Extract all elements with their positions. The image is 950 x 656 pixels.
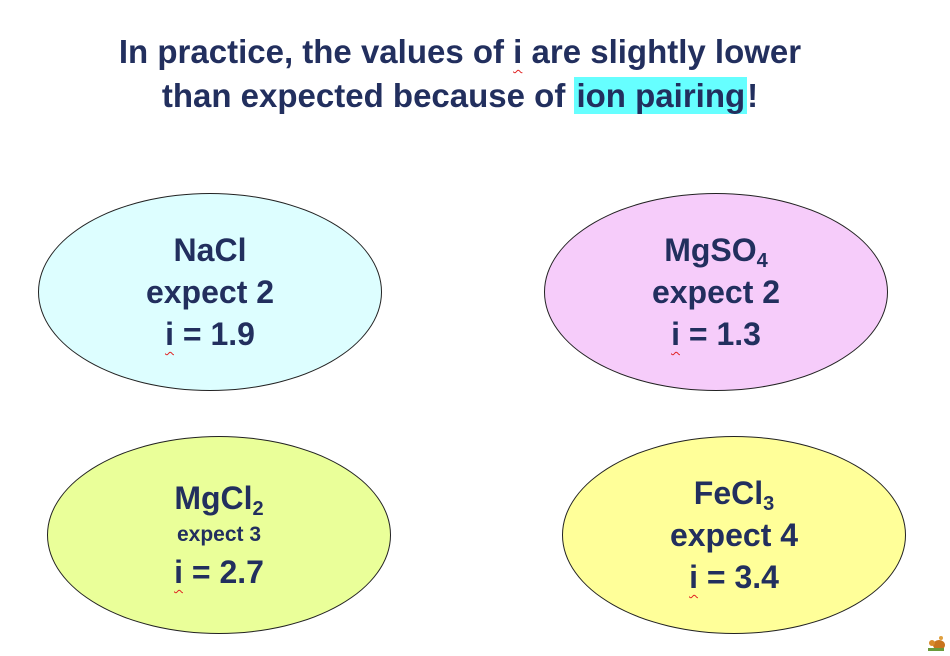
formula-base: MgCl [174,480,253,516]
i-value: = 1.9 [182,316,255,352]
title-text: In practice, the values of [118,33,504,70]
mgcl2-oval: MgCl2 expect 3 i = 2.7 [47,436,391,634]
expected-value: expect 4 [669,517,799,553]
formula: NaCl [173,232,247,268]
title-text: than expected because of [161,77,566,114]
i-value: = 3.4 [706,559,779,595]
expected-value: expect 2 [651,274,781,310]
formula: MgSO4 [664,229,768,271]
expected-value: expect 3 [176,523,262,546]
measured-i: i = 2.7 [174,551,264,593]
formula-subscript: 3 [763,493,775,515]
i-value: = 2.7 [191,554,264,590]
formula: MgCl2 [174,477,263,519]
title-line-1: In practice, the values of i are slightl… [60,30,860,74]
fecl3-oval: FeCl3 expect 4 i = 3.4 [562,436,906,634]
measured-i: i = 1.9 [165,313,255,355]
expected-value: expect 2 [145,274,275,310]
nacl-oval: NaCl expect 2 i = 1.9 [38,193,382,391]
measured-i: i = 3.4 [689,556,779,598]
formula-base: FeCl [693,475,764,511]
i-symbol: i [165,316,174,352]
i-symbol: i [671,316,680,352]
formula-base: MgSO [664,232,757,268]
formula-subscript: 4 [756,250,768,272]
i-value: = 1.3 [688,316,761,352]
i-symbol: i [513,33,523,70]
slide-title: In practice, the values of i are slightl… [60,30,860,118]
i-symbol: i [174,554,183,590]
highlighted-term: ion pairing [574,77,748,114]
title-text: are slightly lower [531,33,802,70]
mgso4-oval: MgSO4 expect 2 i = 1.3 [544,193,888,391]
formula-subscript: 2 [252,498,264,520]
formula: FeCl3 [694,472,774,514]
measured-i: i = 1.3 [671,313,761,355]
i-symbol: i [689,559,698,595]
exclamation: ! [747,77,759,114]
title-line-2: than expected because of ion pairing! [60,74,860,118]
corner-clipart-icon [928,636,945,651]
